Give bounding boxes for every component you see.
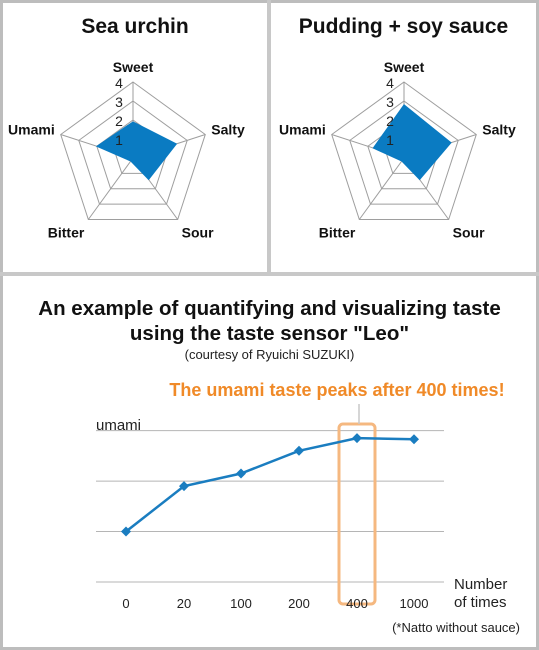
radar-axis-label: Sweet — [113, 59, 154, 75]
radar-axis-label: Sour — [182, 224, 214, 240]
radar-axis-label: Bitter — [319, 224, 356, 240]
line-chart-title-line2: using the taste sensor "Leo" — [129, 322, 410, 345]
radar-data-area — [372, 104, 452, 181]
radar-spoke — [358, 157, 405, 220]
radar-spoke — [87, 157, 134, 220]
radar-tick-label: 1 — [386, 132, 394, 148]
radar-title: Pudding + soy sauce — [298, 15, 509, 38]
x-tick-label: 400 — [346, 596, 368, 611]
radar-axis-label: Umami — [279, 122, 326, 138]
radar-grid-ring — [331, 81, 477, 220]
radar-tick-label: 3 — [115, 94, 123, 110]
x-axis-label: Number — [454, 576, 507, 593]
radar-tick-label: 3 — [386, 94, 394, 110]
data-point-marker — [409, 434, 419, 445]
umami-series-line — [125, 436, 415, 533]
radar-tick-label: 1 — [115, 132, 123, 148]
radar-tick-label: 2 — [115, 113, 123, 129]
data-point-marker — [179, 481, 189, 492]
footnote: (*Natto without sauce) — [392, 620, 520, 635]
x-tick-label: 1000 — [400, 596, 429, 611]
radar-axis-label: Salty — [482, 122, 516, 138]
data-point-marker — [121, 526, 131, 537]
radar-axis-label: Sour — [453, 224, 485, 240]
x-axis-label: of times — [454, 594, 507, 611]
y-axis-label: umami — [96, 417, 141, 434]
radar-tick-label: 4 — [115, 75, 123, 91]
highlight-box-400 — [337, 422, 377, 606]
radar-title: Sea urchin — [81, 15, 189, 38]
radar-data-area — [95, 121, 178, 181]
radar-axis-label: Bitter — [48, 224, 85, 240]
radar-axis-label: Sweet — [384, 59, 425, 75]
radar-panel-sea-urchin: Sea urchin 1 2 3 4 Sweet Salty Sour Bitter Umami — [3, 3, 267, 272]
radar-grid-ring — [349, 100, 459, 205]
radar-panel-pudding-soy: Pudding + soy sauce 1 2 3 4 Sweet Salty Sour Bi… — [271, 3, 536, 272]
data-point-marker — [352, 433, 362, 444]
x-tick-label: 20 — [177, 596, 191, 611]
radar-axis-label: Salty — [211, 122, 245, 138]
x-tick-label: 100 — [230, 596, 252, 611]
radar-grid-ring — [78, 100, 188, 205]
credit-text: (courtesy of Ryuichi SUZUKI) — [184, 347, 355, 362]
panel-divider-vertical — [267, 0, 271, 275]
data-point-marker — [236, 468, 246, 479]
radar-tick-label: 4 — [386, 75, 394, 91]
radar-axis-label: Umami — [8, 122, 55, 138]
callout-text: The umami taste peaks after 400 times! — [169, 380, 505, 400]
panel-divider-horizontal — [0, 272, 539, 276]
data-point-marker — [294, 445, 304, 456]
x-tick-label: 200 — [288, 596, 310, 611]
radar-tick-label: 2 — [386, 113, 394, 129]
line-chart-title-line1: An example of quantifying and visualizin… — [38, 297, 501, 320]
x-tick-label: 0 — [122, 596, 129, 611]
radar-grid-ring — [60, 81, 206, 220]
